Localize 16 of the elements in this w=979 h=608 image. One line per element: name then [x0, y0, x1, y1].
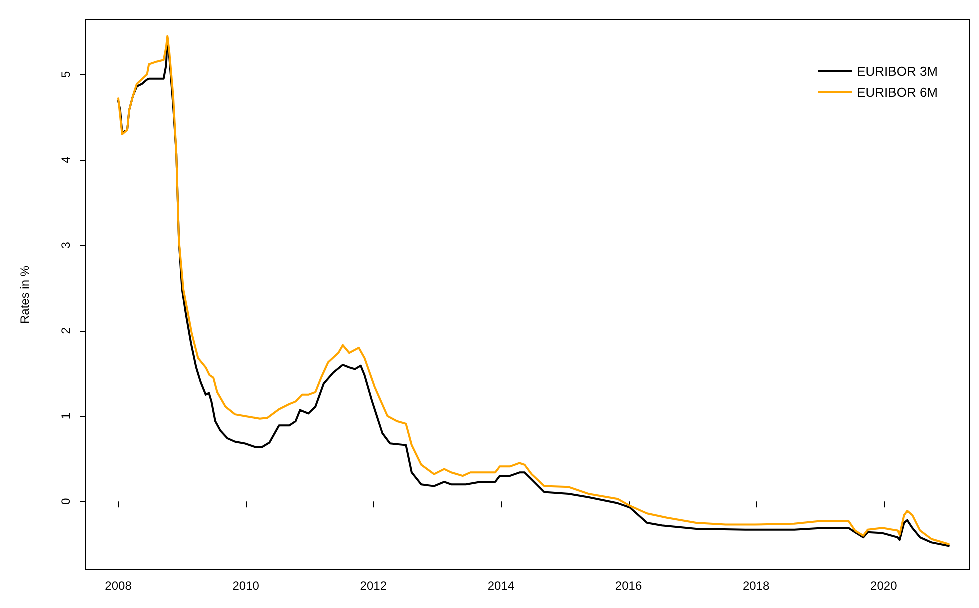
y-axis-title: Rates in %: [18, 266, 32, 324]
legend-label: EURIBOR 3M: [857, 64, 938, 79]
y-tick-label: 5: [59, 71, 73, 78]
y-tick-label: 2: [59, 327, 73, 334]
x-tick-label: 2020: [870, 579, 898, 593]
x-tick-label: 2008: [105, 579, 132, 593]
x-tick-label: 2012: [360, 579, 388, 593]
x-tick-label: 2014: [488, 579, 515, 593]
y-tick-label: 1: [59, 412, 73, 420]
y-tick-label: 4: [59, 156, 73, 164]
x-tick-label: 2010: [232, 579, 260, 593]
x-tick-label: 2018: [742, 579, 770, 593]
x-tick-label: 2016: [615, 579, 642, 593]
y-tick-label: 3: [59, 242, 73, 249]
y-tick-label: 0: [59, 498, 73, 506]
legend-label: EURIBOR 6M: [857, 85, 938, 100]
